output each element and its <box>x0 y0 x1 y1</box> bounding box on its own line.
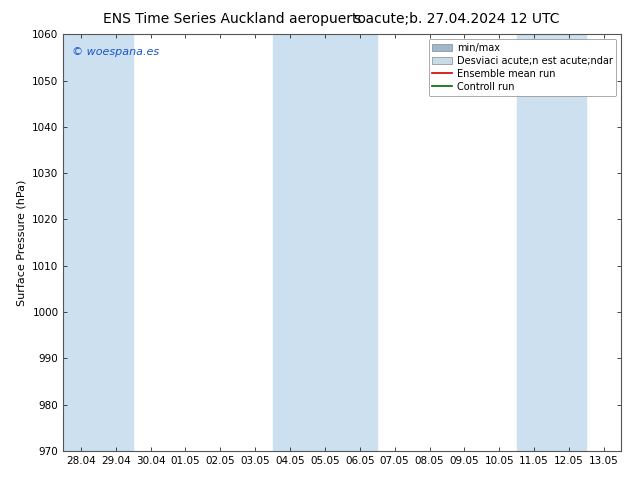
Bar <box>273 34 377 451</box>
Y-axis label: Surface Pressure (hPa): Surface Pressure (hPa) <box>16 179 27 306</box>
Bar <box>63 34 133 451</box>
Text: s acute;b. 27.04.2024 12 UTC: s acute;b. 27.04.2024 12 UTC <box>354 12 559 26</box>
Text: ENS Time Series Auckland aeropuerto: ENS Time Series Auckland aeropuerto <box>103 12 366 26</box>
Text: © woespana.es: © woespana.es <box>72 47 159 57</box>
Legend: min/max, Desviaci acute;n est acute;ndar, Ensemble mean run, Controll run: min/max, Desviaci acute;n est acute;ndar… <box>429 39 616 96</box>
Bar <box>517 34 586 451</box>
